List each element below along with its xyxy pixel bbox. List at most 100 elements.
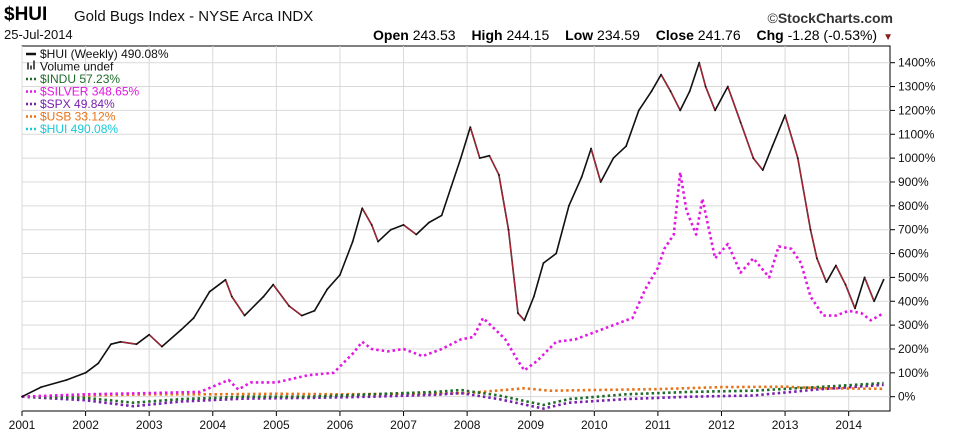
hui-point	[160, 345, 163, 348]
hui-point	[300, 314, 303, 317]
x-tick-label: 2013	[772, 418, 799, 432]
hui-down-segment	[498, 174, 510, 230]
hui-down-segment	[835, 265, 847, 285]
y-tick-label: 200%	[898, 342, 929, 356]
hui-point	[784, 114, 786, 117]
x-tick-label: 2007	[390, 418, 417, 432]
hui-down-segment	[797, 158, 812, 230]
hui-point	[224, 278, 227, 281]
chart-header: $HUI Gold Bugs Index - NYSE Arca INDX 25…	[0, 0, 957, 44]
hui-point	[288, 305, 290, 307]
hui-down-segment	[784, 115, 799, 159]
hui-point	[135, 343, 138, 346]
hui-point	[796, 157, 799, 160]
hui-point	[590, 147, 593, 150]
hui-point	[377, 240, 380, 243]
hui-point	[825, 281, 828, 284]
high-label: High	[471, 27, 503, 43]
hui-point	[469, 126, 472, 129]
series-line-silver	[21, 171, 885, 398]
hui-down-segment	[148, 334, 163, 348]
hui-point	[498, 173, 500, 176]
hui-point	[180, 328, 182, 331]
hui-down-segment	[120, 341, 137, 345]
hui-point	[752, 157, 755, 160]
x-tick-label: 2002	[72, 418, 99, 432]
x-tick-label: 2001	[9, 418, 36, 432]
hui-point	[761, 169, 764, 171]
x-tick-label: 2012	[708, 418, 735, 432]
grid-lines	[21, 46, 890, 411]
hui-down-segment	[231, 296, 246, 316]
hui-point	[523, 319, 526, 322]
hui-point	[625, 145, 628, 148]
y-tick-label: 400%	[898, 294, 929, 308]
hui-point	[844, 283, 847, 286]
plot-frame	[21, 45, 891, 412]
legend-label: $HUI 490.08%	[40, 122, 118, 136]
hui-point	[450, 185, 453, 188]
brand-name: StockCharts.com	[777, 10, 893, 26]
x-axis: 2001 2002 2003 2004 2005 2006 2007 2008 2009 2010…	[9, 411, 862, 432]
hui-down-segment	[670, 91, 681, 111]
hui-point	[459, 157, 462, 160]
x-tick-label: 2014	[835, 418, 862, 432]
hui-point	[542, 262, 545, 264]
hui-down-segment	[488, 155, 500, 176]
hui-point	[688, 90, 691, 93]
y-tick-label: 500%	[898, 270, 929, 284]
hui-point	[637, 109, 640, 112]
close-label: Close	[655, 27, 694, 43]
y-tick-label: 1300%	[898, 80, 936, 94]
legend-swatch	[30, 65, 32, 70]
hui-point	[97, 362, 100, 365]
y-axis: 0% 100% 200% 300% 400% 500% 600% 700% 800% 900% 10…	[890, 56, 936, 404]
series-group	[21, 61, 885, 410]
hui-point	[428, 221, 430, 224]
hui-point	[698, 61, 701, 64]
hui-point	[478, 157, 481, 160]
hui-point	[517, 312, 519, 315]
x-tick-label: 2003	[136, 418, 163, 432]
hui-point	[507, 228, 510, 231]
hui-down-segment	[507, 229, 519, 314]
hui-point	[415, 233, 418, 236]
hui-down-segment	[809, 229, 818, 259]
hui-point	[326, 288, 329, 291]
hui-point	[669, 90, 672, 93]
hui-down-segment	[590, 148, 602, 183]
hui-point	[612, 157, 615, 160]
hui-point	[351, 240, 354, 243]
hui-point	[660, 73, 662, 76]
y-tick-label: 1100%	[898, 127, 935, 141]
hui-down-segment	[739, 122, 754, 159]
y-tick-label: 1000%	[898, 151, 936, 165]
y-tick-label: 300%	[898, 318, 929, 332]
hui-point	[84, 371, 87, 374]
hui-down-segment	[698, 62, 707, 87]
hui-point	[567, 204, 570, 207]
legend-swatch	[27, 62, 29, 70]
hui-point	[863, 276, 866, 279]
hui-point	[440, 214, 443, 217]
hui-point	[854, 307, 856, 310]
hui-point	[65, 379, 68, 381]
hui-point	[488, 154, 491, 157]
hui-point	[555, 252, 558, 255]
x-tick-label: 2011	[645, 418, 671, 432]
hui-point	[679, 109, 682, 112]
chart-symbol: $HUI	[4, 4, 48, 25]
hui-down-segment	[469, 126, 481, 159]
series-line-usb	[21, 385, 884, 398]
x-tick-label: 2008	[454, 418, 481, 432]
legend-label: $USB 33.12%	[40, 110, 116, 124]
x-tick-label: 2005	[263, 418, 290, 432]
hui-down-segment	[727, 86, 742, 123]
hui-point	[580, 176, 583, 179]
hui-point	[21, 395, 23, 398]
hui-point	[704, 85, 707, 88]
hui-point	[835, 264, 837, 267]
y-tick-label: 800%	[898, 199, 929, 213]
triangle-down-icon: ▼	[883, 32, 893, 43]
